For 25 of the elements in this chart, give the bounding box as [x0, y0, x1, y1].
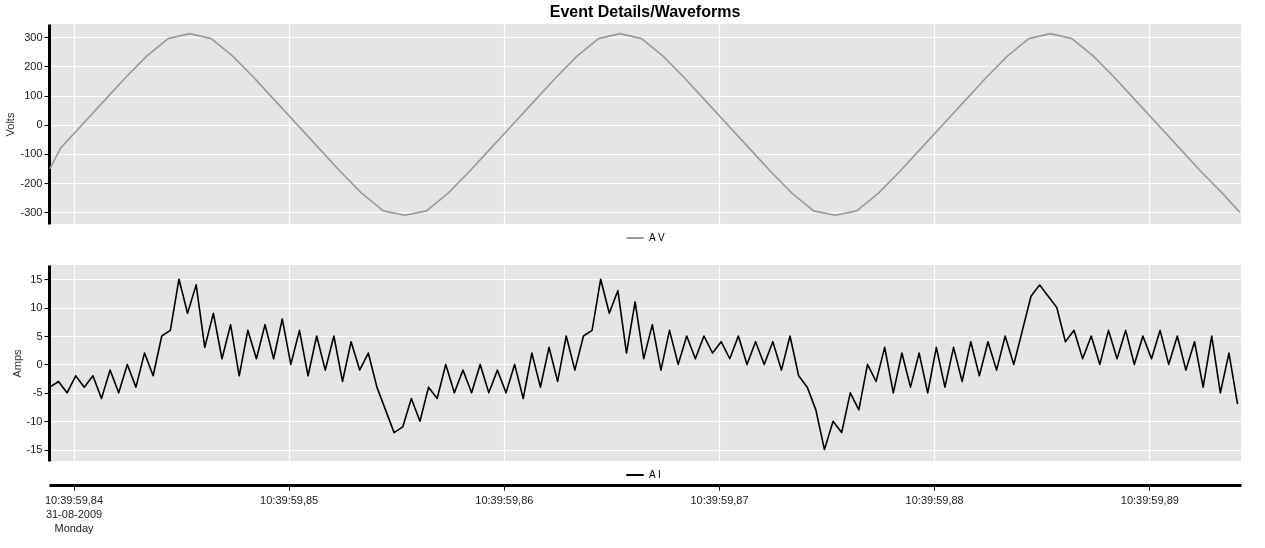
y-tick-label: 300 [24, 30, 43, 43]
y-tick-label: 15 [30, 272, 43, 285]
y-tick-label: 10 [30, 301, 43, 314]
x-tick-label: 10:39:59,86 [475, 493, 534, 506]
x-tick-label: 10:39:59,85 [260, 493, 319, 506]
y-tick-label: -100 [20, 147, 43, 160]
x-tick-label: 10:39:59,88 [905, 493, 964, 506]
legend-label: A I [649, 469, 661, 480]
chart-title: Event Details/Waveforms [549, 3, 741, 20]
y-tick-label: -200 [20, 176, 43, 189]
y-tick-label: -10 [26, 414, 43, 427]
y-tick-label: 0 [36, 118, 43, 131]
y-tick-label: -300 [20, 205, 43, 218]
y-axis-title: Amps [10, 348, 23, 378]
x-tick-label: 10:39:59,89 [1120, 493, 1179, 506]
y-tick-label: -5 [32, 386, 43, 399]
y-tick-label: 200 [24, 59, 43, 72]
x-tick-label: 10:39:59,87 [690, 493, 749, 506]
x-tick-label: 10:39:59,84 31-08-2009 Monday [44, 493, 104, 534]
y-tick-label: 0 [36, 357, 43, 370]
y-tick-label: 100 [24, 89, 43, 102]
y-tick-label: 5 [36, 329, 43, 342]
y-axis-title: Volts [4, 112, 17, 137]
y-tick-label: -15 [26, 443, 43, 456]
legend-label: A V [649, 232, 665, 243]
